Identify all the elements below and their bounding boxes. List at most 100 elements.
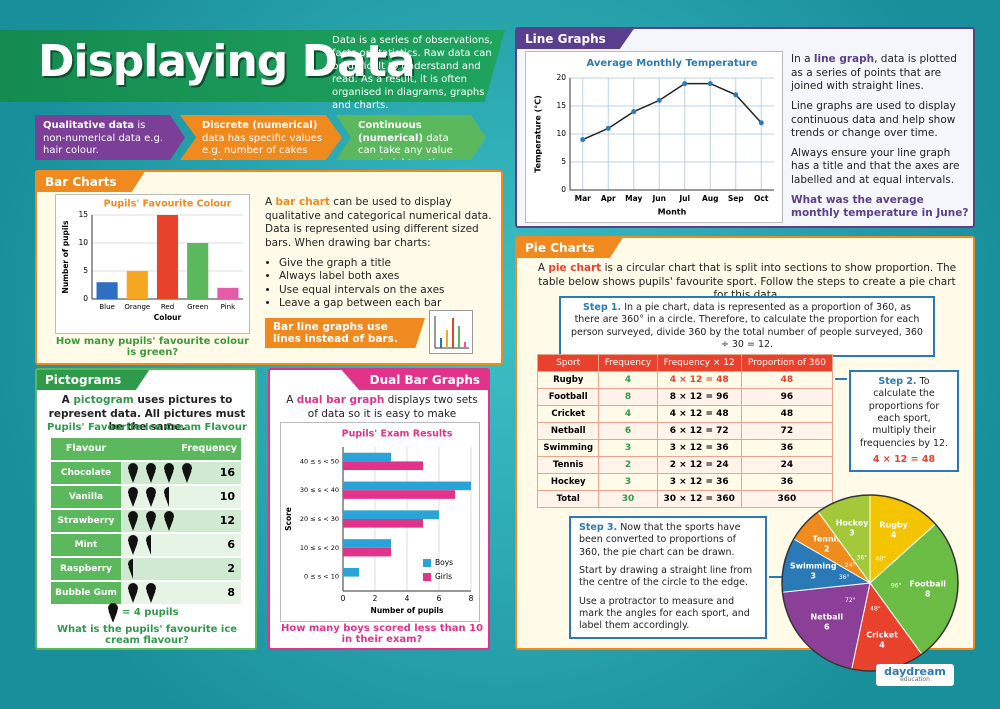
y-tick-label: 5: [561, 157, 566, 166]
icon-scoop: [128, 511, 138, 521]
title: Displaying Data: [38, 36, 416, 87]
slice-label: Football: [909, 580, 946, 589]
bar: [343, 519, 423, 528]
pie-charts-panel: Pie Charts A pie chart is a circular cha…: [515, 236, 975, 650]
icons: [128, 511, 174, 531]
slice-label: Rugby: [879, 520, 908, 529]
y-tick-label: 30 ≤ s < 40: [300, 486, 339, 494]
arrow: [769, 576, 783, 578]
icon-cone: [146, 519, 156, 531]
table-cell: 3: [598, 439, 658, 457]
table-row: Netball 6 6 × 12 = 72 72: [536, 422, 834, 440]
bullet: Leave a gap between each bar: [279, 297, 497, 311]
step-1: Step 1. In a pie chart, data is represen…: [559, 296, 935, 358]
point: [580, 137, 586, 143]
picto-row: Bubble Gum 8: [51, 582, 241, 604]
paragraph: Start by drawing a straight line from th…: [579, 565, 753, 589]
text: A: [286, 394, 297, 406]
pie-chart: Rugby448°Football896°Cricket448°Netball6…: [781, 494, 959, 672]
bar: [343, 490, 455, 499]
section-heading: Line Graphs: [517, 29, 634, 49]
icon-scoop: [146, 511, 156, 521]
icon: [182, 463, 192, 483]
table-cell: 3 × 12 = 36: [656, 439, 742, 457]
data-type-text: data has specific values e.g. number of …: [202, 132, 323, 169]
chart-title: Pupils' Exam Results: [342, 429, 453, 440]
y-tick-label: 40 ≤ s < 50: [300, 457, 339, 465]
table-row: Rugby 4 4 × 12 = 48 48: [536, 371, 834, 389]
slice-label: Swimming: [790, 561, 837, 570]
line-text: In a line graph, data is plotted as a se…: [791, 53, 969, 227]
bar: [126, 271, 148, 299]
header-cell: Sport: [536, 354, 600, 372]
bar: [343, 567, 359, 577]
table-cell: 4 × 12 = 48: [656, 371, 742, 389]
bar: [343, 547, 391, 557]
data-type-name: Discrete (numerical): [202, 120, 318, 131]
icon-row: [128, 463, 192, 483]
bullet: Give the graph a title: [279, 257, 497, 271]
x-tick-label: Jul: [678, 194, 690, 203]
icon: [146, 511, 156, 531]
table-cell: 2: [598, 456, 658, 474]
y-tick-label: 15: [556, 101, 566, 110]
slice-count: 3: [849, 528, 855, 537]
keyword: bar chart: [275, 196, 330, 208]
icon-scoop: [128, 583, 138, 593]
icon-cone: [108, 611, 118, 622]
y-tick-label: 20: [556, 73, 566, 82]
point: [707, 81, 713, 87]
keyword: dual bar graph: [296, 394, 385, 406]
logo-sub: education: [900, 676, 930, 683]
angle-label: 24°: [845, 562, 856, 569]
data-type-text: is non-numerical data e.g. hair colour.: [43, 120, 164, 156]
flavour: Bubble Gum: [51, 582, 121, 604]
logo: daydream education: [876, 664, 954, 686]
icon-scoop: [146, 535, 151, 545]
icon-cone: [128, 519, 138, 531]
step-label: Step 1.: [583, 302, 622, 313]
line-chart: Average Monthly Temperature Mar Apr May Jun J…: [534, 58, 774, 217]
icon: [128, 535, 138, 555]
bar-chart: Pupils' Favourite Colour 0 5 10 15 Blue Orange…: [61, 199, 243, 322]
table-cell: 96: [740, 388, 834, 406]
data-type-name: Qualitative data: [43, 120, 135, 131]
picto-row: Strawberry 12: [51, 510, 241, 532]
intro: Data is a series of observations, facts …: [332, 35, 493, 111]
bar: [187, 243, 209, 299]
step-3: Step 3. Now that the sports have been co…: [569, 516, 767, 639]
step-label: Step 2.: [878, 376, 917, 387]
bar-charts-panel: Bar Charts Pupils' Favourite Colour 0 5 10 1…: [35, 170, 503, 365]
paragraph: In a line graph, data is plotted as a se…: [791, 53, 969, 94]
chart-frame: Average Monthly Temperature Mar Apr May Jun J…: [525, 51, 783, 223]
table-cell: 8: [598, 388, 658, 406]
x-tick-label: Mar: [575, 194, 592, 203]
frequency: 16: [219, 466, 235, 479]
header-banner: [0, 30, 505, 102]
text: A: [61, 394, 74, 406]
step-text: Now that the sports have been converted …: [579, 522, 741, 558]
icon-cone: [146, 543, 151, 555]
text: A: [265, 196, 276, 208]
slice-label: Hockey: [836, 518, 869, 527]
legend-swatch: [423, 559, 431, 567]
x-tick-label: Aug: [702, 194, 719, 203]
step-example: 4 × 12 = 48: [872, 454, 936, 466]
icon-row: [128, 535, 151, 555]
data-type-text: data can take any value e.g. height or t…: [358, 132, 455, 169]
icon-cone: [128, 591, 138, 603]
icon-scoop: [164, 487, 169, 497]
slice-count: 3: [810, 571, 816, 580]
icon-row: [128, 559, 133, 579]
header-cell: Frequency × 12: [656, 354, 742, 372]
question: What is the pupils' favourite ice cream …: [56, 624, 238, 646]
table-cell: Cricket: [536, 405, 600, 423]
point: [605, 125, 611, 131]
bar-text: A bar chart can be used to display quali…: [265, 196, 497, 311]
step-label: Step 3.: [579, 522, 618, 533]
picto-key: = 4 pupils: [107, 602, 179, 622]
x-axis-label: Month: [658, 208, 687, 217]
line-graphs-panel: Line Graphs Average Monthly Temperature M…: [515, 27, 975, 228]
table-row: Hockey 3 3 × 12 = 36 36: [536, 473, 834, 491]
icon-cone: [146, 471, 156, 483]
